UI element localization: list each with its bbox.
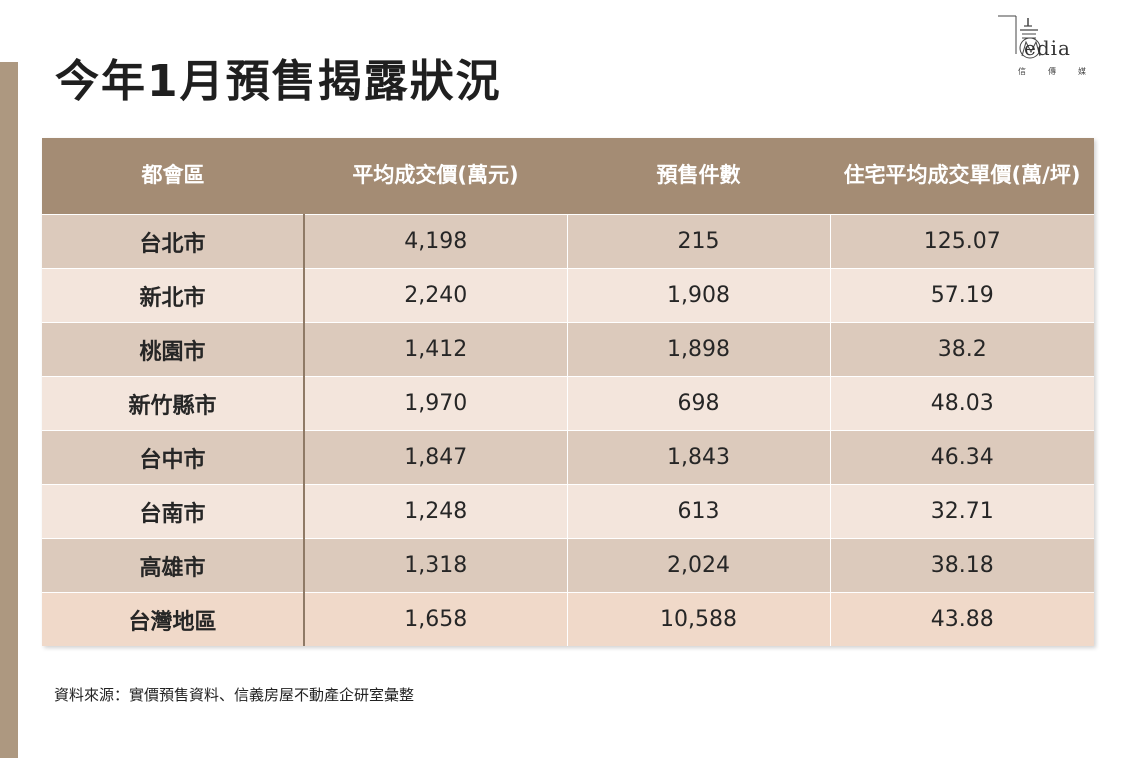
cell-avg-price: 2,240	[303, 268, 567, 323]
cell-avg-price: 1,318	[303, 538, 567, 593]
cell-avg-price: 1,847	[303, 430, 567, 485]
header-unit-price: 住宅平均成交單價(萬/坪)	[830, 138, 1094, 215]
cell-unit-price: 46.34	[829, 430, 1094, 485]
cell-avg-price: 1,248	[303, 484, 567, 539]
cell-avg-price: 1,412	[303, 322, 567, 377]
table-header-row: 都會區 平均成交價(萬元) 預售件數 住宅平均成交單價(萬/坪)	[42, 138, 1094, 215]
cell-count: 1,843	[566, 430, 830, 485]
cell-count: 1,898	[566, 322, 830, 377]
cell-avg-price: 1,658	[303, 592, 567, 646]
cell-region: 新竹縣市	[42, 376, 305, 431]
header-count: 預售件數	[567, 138, 830, 215]
table-row: 高雄市 1,318 2,024 38.18	[42, 538, 1094, 593]
cell-count: 1,908	[566, 268, 830, 323]
table-row: 台中市 1,847 1,843 46.34	[42, 430, 1094, 485]
cell-region: 高雄市	[42, 538, 305, 593]
cell-region: 台南市	[42, 484, 305, 539]
cell-unit-price: 125.07	[829, 214, 1094, 269]
cell-avg-price: 1,970	[303, 376, 567, 431]
table-row: 台南市 1,248 613 32.71	[42, 484, 1094, 539]
source-note: 資料來源：實價預售資料、信義房屋不動產企研室彙整	[54, 686, 415, 704]
cell-region: 台北市	[42, 214, 305, 269]
page-title: 今年1月預售揭露狀況	[55, 56, 502, 107]
logo-mark-icon	[998, 15, 1041, 59]
header-avg-price: 平均成交價(萬元)	[304, 138, 567, 215]
cell-count: 698	[566, 376, 830, 431]
cell-count: 2,024	[566, 538, 830, 593]
header-region: 都會區	[42, 138, 304, 215]
table-row-total: 台灣地區 1,658 10,588 43.88	[42, 592, 1094, 646]
logo-subtitle: 信傳媒	[1018, 67, 1108, 76]
cell-unit-price: 32.71	[829, 484, 1094, 539]
logo-wordmark: edia	[1024, 36, 1071, 60]
table-row: 桃園市 1,412 1,898 38.2	[42, 322, 1094, 377]
cell-region: 新北市	[42, 268, 305, 323]
accent-bar	[0, 62, 18, 758]
table-row: 台北市 4,198 215 125.07	[42, 214, 1094, 269]
table-row: 新北市 2,240 1,908 57.19	[42, 268, 1094, 323]
brand-logo: edia 信傳媒	[996, 14, 1116, 84]
table-row: 新竹縣市 1,970 698 48.03	[42, 376, 1094, 431]
cell-count: 10,588	[566, 592, 830, 646]
cell-unit-price: 38.18	[829, 538, 1094, 593]
cell-unit-price: 48.03	[829, 376, 1094, 431]
cell-region: 桃園市	[42, 322, 305, 377]
presale-table: 都會區 平均成交價(萬元) 預售件數 住宅平均成交單價(萬/坪) 台北市 4,1…	[42, 138, 1094, 646]
cell-count: 613	[566, 484, 830, 539]
cell-region: 台灣地區	[42, 592, 305, 646]
cell-avg-price: 4,198	[303, 214, 567, 269]
cell-count: 215	[566, 214, 830, 269]
cell-unit-price: 57.19	[829, 268, 1094, 323]
cell-unit-price: 38.2	[829, 322, 1094, 377]
cell-unit-price: 43.88	[829, 592, 1094, 646]
cell-region: 台中市	[42, 430, 305, 485]
